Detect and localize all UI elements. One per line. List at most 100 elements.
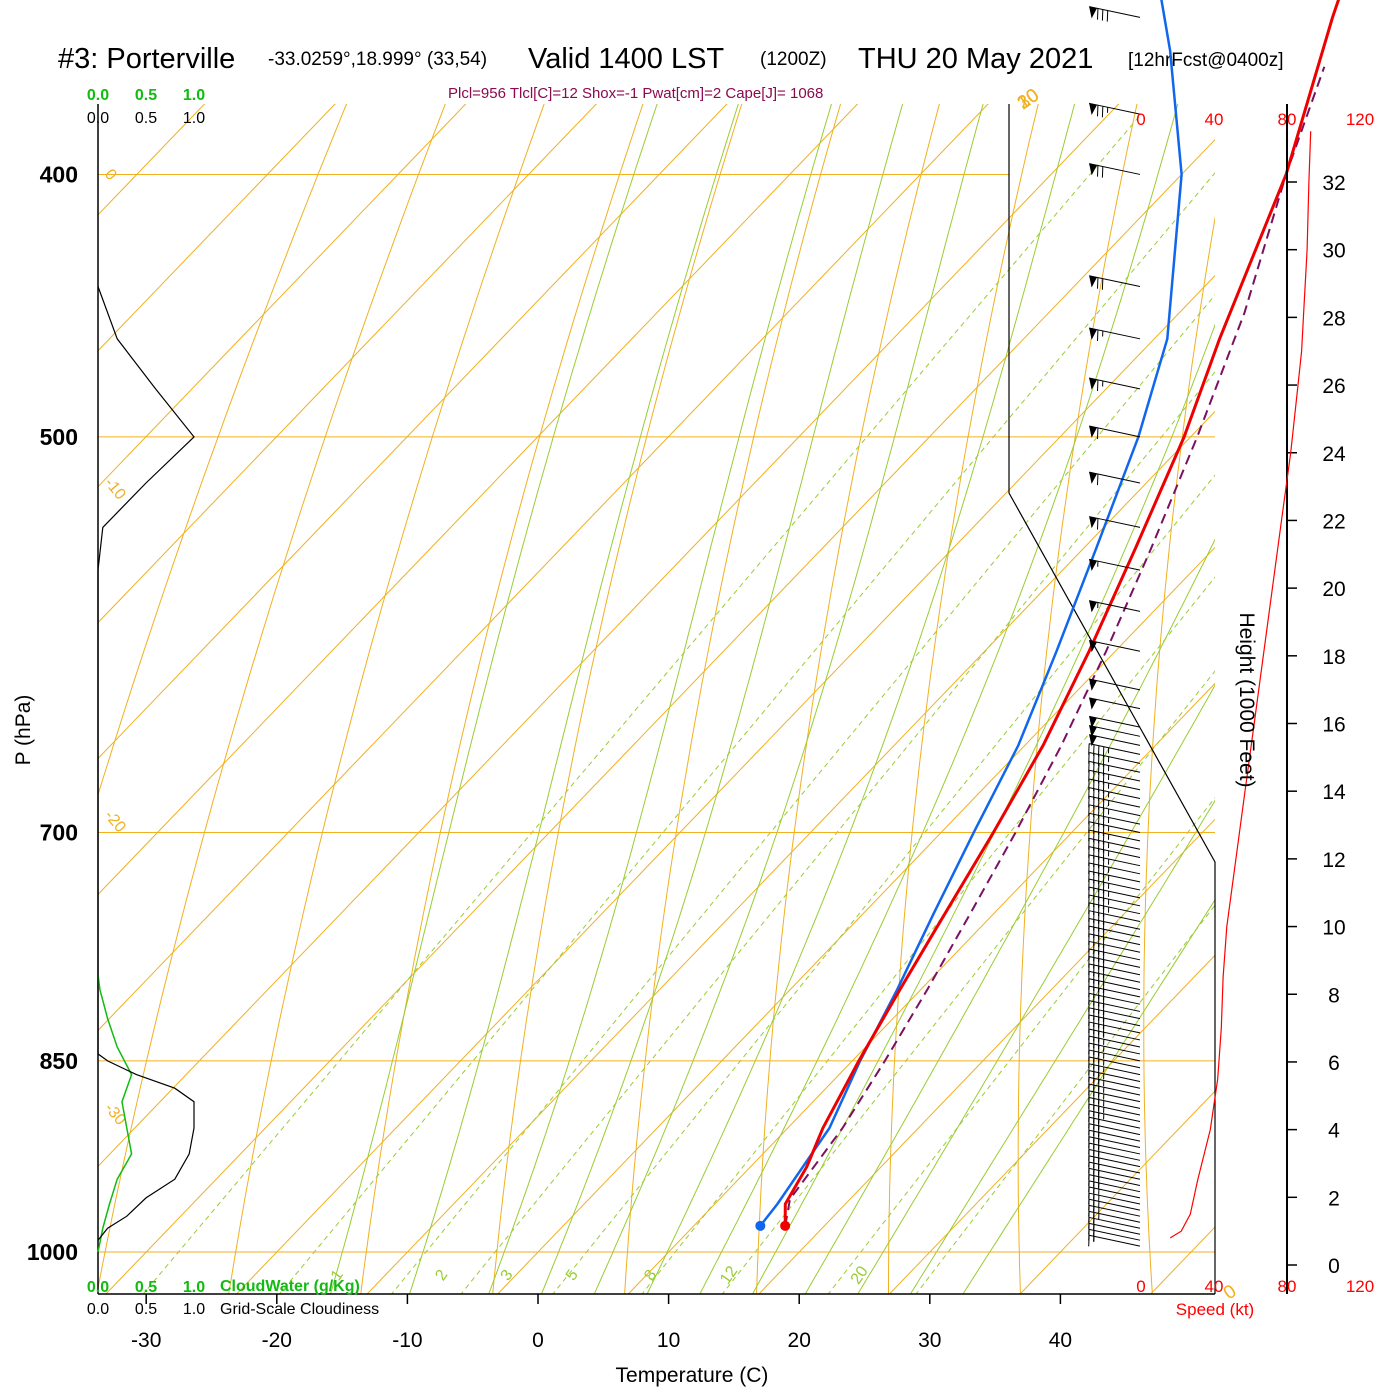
wind-barb bbox=[1088, 886, 1141, 902]
wind-barb-staff bbox=[1089, 787, 1141, 799]
mixing-ratio-line bbox=[552, 474, 1215, 1294]
wind-barb bbox=[1089, 377, 1141, 392]
speed-bottom-tick: 120 bbox=[1346, 1277, 1374, 1296]
dry-adiabat-label: -20 bbox=[101, 807, 129, 836]
wind-barb-staff bbox=[1089, 516, 1141, 528]
dry-adiabat-lines bbox=[98, 104, 1215, 1294]
wind-barb bbox=[1088, 1097, 1141, 1111]
moist-adiabat-line bbox=[962, 898, 1215, 1294]
wind-barb-pennant bbox=[1089, 472, 1097, 484]
cloudiness-label: Grid-Scale Cloudiness bbox=[220, 1301, 379, 1318]
height-tick-label: 0 bbox=[1328, 1255, 1340, 1278]
wind-barb-staff bbox=[1089, 812, 1141, 825]
cloudwater-top-tick: 0.5 bbox=[135, 87, 157, 104]
wind-barb-staff bbox=[1089, 1149, 1141, 1161]
cloudwater-bottom-tick: 0.5 bbox=[135, 1279, 157, 1296]
dry-adiabat-line bbox=[756, 104, 940, 1294]
wind-barb bbox=[1088, 1216, 1141, 1230]
sounding-profiles bbox=[755, 0, 1341, 1231]
wind-barb-staff bbox=[1089, 558, 1141, 571]
wind-barb-staff bbox=[1089, 1028, 1141, 1041]
wind-barb bbox=[1088, 760, 1141, 776]
wind-barb-staff bbox=[1089, 743, 1141, 755]
wind-barb-staff bbox=[1089, 1216, 1141, 1229]
wind-barb bbox=[1088, 1103, 1141, 1118]
wind-barb bbox=[1088, 878, 1141, 894]
wind-barb bbox=[1088, 940, 1141, 956]
wind-barb bbox=[1088, 1198, 1141, 1212]
wind-barb-staff bbox=[1089, 275, 1141, 288]
stability-indices: Plcl=956 Tlcl[C]=12 Shox=-1 Pwat[cm]=2 C… bbox=[448, 85, 823, 102]
wind-barb-staff bbox=[1089, 948, 1141, 961]
wind-barb-staff bbox=[1089, 1110, 1141, 1123]
cloud-profile bbox=[97, 286, 195, 1253]
wind-barb bbox=[1089, 734, 1141, 747]
isobar-lines bbox=[98, 173, 1215, 1253]
wind-barb-staff bbox=[1089, 639, 1141, 652]
moist-adiabat-line bbox=[488, 104, 832, 1294]
surface-temperature-dot bbox=[780, 1220, 791, 1231]
mixing-ratio-line bbox=[390, 294, 1215, 1294]
wind-barb-staff bbox=[1089, 940, 1141, 953]
height-tick-label: 10 bbox=[1322, 917, 1345, 940]
height-tick-label: 22 bbox=[1322, 510, 1345, 533]
pressure-tick-label: 500 bbox=[40, 424, 78, 450]
wind-barb-staff bbox=[1089, 985, 1141, 998]
cloudiness-top-tick: 0.5 bbox=[135, 110, 157, 127]
height-tick-label: 26 bbox=[1322, 375, 1345, 398]
wind-barb-staff bbox=[1089, 829, 1141, 842]
wind-barb bbox=[1088, 1076, 1141, 1091]
mixing-ratio-line bbox=[460, 371, 1215, 1294]
mixing-ratio-label: 20 bbox=[848, 1263, 872, 1287]
wind-barb-staff bbox=[1089, 734, 1141, 746]
speed-bottom-tick: 40 bbox=[1205, 1277, 1224, 1296]
wind-barb-staff bbox=[1089, 963, 1141, 976]
wind-barb bbox=[1088, 910, 1141, 925]
temperature-tick-label: -20 bbox=[262, 1329, 292, 1352]
wind-barb bbox=[1088, 1129, 1141, 1144]
isotherm-line bbox=[0, 0, 453, 1309]
wind-barb-staff bbox=[1089, 102, 1141, 115]
height-axis-title: Height (1000 Feet) bbox=[1235, 612, 1258, 787]
wind-barb-pennant bbox=[1089, 6, 1097, 19]
wind-barb-staff bbox=[1089, 910, 1141, 922]
wind-barb bbox=[1089, 471, 1141, 486]
wind-barb-pennant bbox=[1089, 716, 1097, 729]
wind-barb-staff bbox=[1089, 1174, 1141, 1186]
wind-barb bbox=[1088, 787, 1141, 802]
moist-adiabat-line bbox=[751, 323, 1215, 1294]
wind-barb bbox=[1088, 846, 1141, 861]
temperature-tick-label: 10 bbox=[657, 1329, 680, 1352]
wind-barb-pennant bbox=[1089, 516, 1097, 529]
isotherm-line bbox=[98, 104, 597, 624]
dry-adiabat-line bbox=[1143, 215, 1215, 1294]
wind-barb bbox=[1088, 948, 1141, 964]
wind-barb bbox=[1088, 1210, 1141, 1224]
wind-barb bbox=[1089, 678, 1141, 691]
wind-barb-staff bbox=[1089, 1234, 1141, 1247]
wind-barb-staff bbox=[1089, 778, 1141, 791]
moist-adiabat-line bbox=[909, 799, 1215, 1294]
isotherm-line bbox=[105, 138, 1215, 1294]
wind-barb bbox=[1089, 275, 1141, 290]
forecast-info: [12hrFcst@0400z] bbox=[1128, 50, 1284, 71]
cloudwater-label: CloudWater (g/Kg) bbox=[220, 1278, 360, 1295]
wind-barb-staff bbox=[1089, 878, 1141, 891]
wind-barb-staff bbox=[1089, 894, 1141, 907]
wind-barb-staff bbox=[1089, 978, 1141, 991]
cloudwater-bottom-tick: 1.0 bbox=[183, 1279, 205, 1296]
wind-barb bbox=[1088, 1228, 1141, 1242]
wind-barb bbox=[1088, 917, 1141, 933]
valid-time: Valid 1400 LST bbox=[528, 43, 724, 75]
height-tick-label: 30 bbox=[1322, 240, 1345, 263]
speed-axis-title: Speed (kt) bbox=[1176, 1300, 1254, 1319]
isotherm-line bbox=[98, 104, 336, 352]
pressure-tick-label: 850 bbox=[40, 1048, 78, 1074]
dry-adiabat-line bbox=[98, 104, 348, 797]
station-coords: -33.0259°,18.999° (33,54) bbox=[268, 49, 487, 70]
wind-barb-staff bbox=[1089, 752, 1141, 764]
moist-adiabat-line bbox=[330, 104, 658, 1294]
isotherm-line bbox=[1150, 1226, 1215, 1294]
dry-adiabat-line bbox=[1017, 104, 1138, 1294]
